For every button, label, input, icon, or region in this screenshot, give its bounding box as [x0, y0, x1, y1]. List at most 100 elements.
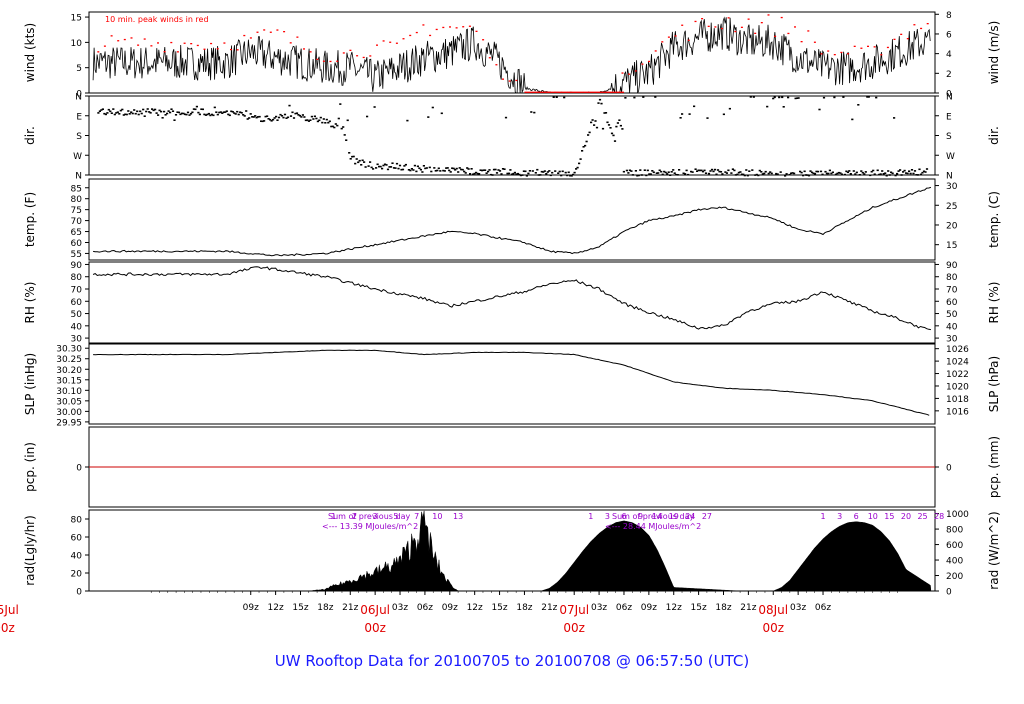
wind-direction-point: [167, 110, 170, 112]
peak-wind-mark: [322, 60, 325, 62]
wind-direction-point: [418, 167, 421, 169]
wind-direction-point: [180, 112, 184, 115]
wind-direction-point: [772, 97, 775, 100]
dir-left-tick-label: S: [76, 132, 82, 142]
wind-direction-point: [310, 115, 313, 118]
wind-direction-point: [201, 108, 204, 111]
peak-wind-mark: [886, 46, 889, 49]
slp-right-tick-label: 1022: [946, 370, 969, 380]
wind-direction-point: [376, 163, 379, 166]
peak-wind-mark: [654, 50, 657, 52]
peak-wind-mark: [230, 48, 232, 51]
wind-direction-point: [719, 171, 723, 173]
rad-right-tick-label: 600: [946, 541, 963, 551]
wind-right-tick-label: 6: [946, 30, 952, 40]
sun-day-number: 7: [414, 512, 419, 521]
wind-direction-point: [301, 114, 304, 116]
wind-direction-point: [445, 167, 448, 169]
radiation-sum-title: Sum of previous day: [612, 512, 694, 521]
wind-direction-point: [395, 162, 399, 165]
wind-direction-point: [198, 113, 201, 116]
wind-direction-point: [745, 169, 748, 171]
peak-wind-mark: [442, 26, 445, 29]
wind-direction-point: [769, 171, 772, 173]
wind-direction-point: [624, 97, 627, 99]
hour-label: 15z: [691, 603, 707, 613]
peak-wind-mark: [468, 25, 471, 27]
wind-direction-point: [355, 158, 358, 160]
peak-wind-mark: [475, 30, 478, 32]
wind-direction-point: [492, 168, 496, 171]
wind-direction-point: [567, 171, 570, 174]
wind-direction-point: [110, 112, 113, 114]
rad-right-tick-label: 800: [946, 526, 963, 536]
slp-left-tick-label: 30.10: [56, 387, 82, 397]
wind-direction-point: [667, 171, 670, 173]
wind-direction-point: [455, 167, 458, 170]
wind-direction-point: [401, 168, 405, 171]
wind-direction-point: [386, 168, 390, 171]
sun-day-number: 28: [934, 512, 944, 521]
wind-direction-point: [148, 111, 151, 113]
hour-label: 06z: [417, 603, 433, 613]
wind-direction-point: [275, 115, 278, 118]
wind-direction-point: [525, 175, 528, 177]
wind-direction-point: [700, 169, 703, 172]
wind-direction-point: [497, 169, 500, 171]
peak-wind-mark: [130, 37, 133, 39]
wind-direction-point: [98, 110, 101, 112]
wind-direction-point: [902, 171, 905, 173]
wind-direction-point: [436, 169, 439, 172]
radiation-area: [93, 510, 932, 592]
wind-direction-point: [746, 174, 749, 177]
rad-right-tick-label: 1000: [946, 510, 969, 520]
wind-direction-point: [634, 170, 637, 172]
wind-direction-point: [791, 172, 794, 174]
wind-direction-point: [881, 170, 884, 172]
wind-direction-point: [324, 122, 327, 124]
wind-direction-point: [128, 113, 131, 115]
wind-direction-point: [489, 173, 493, 176]
rad-ylabel-right: rad (W/m^2): [987, 511, 1001, 589]
wind-direction-point: [404, 163, 407, 166]
wind-direction-point: [542, 171, 545, 173]
sun-day-number: 1: [588, 512, 593, 521]
peak-wind-mark: [415, 31, 418, 34]
wind-direction-point: [552, 96, 555, 98]
wind-direction-point: [288, 104, 291, 107]
wind-direction-point: [660, 170, 663, 173]
wind-direction-point: [219, 111, 222, 113]
wind-direction-point: [906, 172, 909, 175]
wind-direction-point: [413, 164, 416, 167]
wind-direction-point: [171, 110, 175, 112]
wind-direction-point: [775, 172, 778, 175]
wind-direction-point: [209, 114, 212, 117]
wind-direction-point: [203, 113, 206, 116]
hour-label: 03z: [392, 603, 408, 613]
wind-direction-point: [725, 172, 728, 174]
wind-direction-point: [615, 125, 618, 128]
wind-direction-point: [675, 173, 678, 176]
wind-direction-point: [760, 171, 763, 173]
wind-direction-point: [248, 117, 251, 119]
wind-direction-point: [640, 174, 643, 176]
wind-direction-point: [298, 114, 301, 117]
wind-direction-point: [369, 161, 372, 163]
hour-label: 09z: [243, 603, 259, 613]
wind-direction-point: [106, 112, 109, 114]
peak-wind-mark: [316, 58, 319, 60]
wind-direction-point: [182, 112, 185, 115]
peak-wind-mark: [787, 32, 790, 35]
wind-direction-point: [506, 172, 509, 175]
slp-left-tick-label: 30.20: [56, 366, 82, 376]
wind-direction-point: [448, 169, 451, 172]
wind-direction-point: [593, 124, 596, 126]
wind-direction-point: [613, 140, 617, 142]
hour-label: 12z: [467, 603, 483, 613]
wind-direction-point: [818, 108, 821, 111]
peak-wind-mark: [176, 51, 179, 53]
wind-direction-point: [790, 172, 793, 175]
wind-direction-point: [500, 173, 503, 175]
peak-wind-mark: [495, 64, 498, 66]
wind-direction-point: [815, 170, 818, 173]
